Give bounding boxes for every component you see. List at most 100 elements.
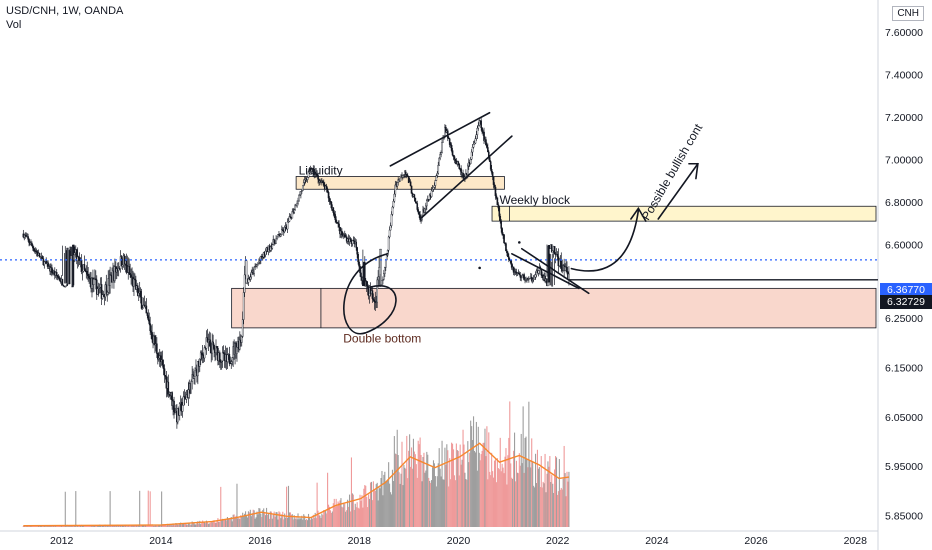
candle-body-230 — [241, 319, 244, 337]
candle-body-158 — [173, 400, 175, 412]
volume-bar-227 — [239, 518, 241, 527]
volume-bar-439 — [441, 440, 443, 527]
volume-bar-431 — [433, 463, 435, 527]
volume-bar-566 — [562, 478, 564, 527]
volume-bar-195 — [208, 523, 210, 527]
volume-bar-288 — [297, 513, 299, 527]
volume-bar-558 — [555, 456, 557, 527]
candle-body-354 — [360, 272, 362, 278]
volume-bar-448 — [450, 479, 452, 527]
volume-bar-95 — [113, 525, 115, 527]
volume-bar-374 — [379, 488, 381, 527]
volume-bar-318 — [326, 513, 328, 527]
volume-bar-316 — [324, 511, 326, 527]
volume-bar-417 — [420, 454, 422, 527]
volume-bar-381 — [386, 481, 388, 527]
volume-bar-234 — [245, 515, 248, 527]
volume-bar-327 — [334, 506, 336, 527]
currency-badge[interactable]: CNH — [892, 6, 924, 21]
candle-body-100 — [117, 267, 120, 271]
candle-body-521 — [519, 274, 522, 278]
candle-body-564 — [560, 261, 563, 268]
volume-bar-371 — [376, 482, 378, 527]
volume-bar-117 — [134, 525, 136, 527]
volume-bar-43 — [63, 525, 65, 527]
volume-bar-167 — [182, 523, 184, 527]
candle-body-372 — [377, 276, 379, 281]
volume-bar-20 — [41, 525, 43, 527]
volume-bar-362 — [368, 494, 370, 527]
volume-bar-280 — [289, 512, 291, 527]
candle-body-461 — [462, 172, 464, 176]
volume-bar-416 — [419, 437, 421, 527]
volume-bar-422 — [425, 470, 427, 527]
volume-bar-163 — [178, 524, 180, 527]
volume-bar-436 — [438, 448, 440, 527]
candle-body-156 — [171, 392, 173, 406]
candle-body-31 — [52, 272, 54, 274]
annotation-liquidity: Liquidity — [299, 163, 343, 177]
volume-bar-349 — [355, 507, 357, 527]
volume-bar-525 — [523, 472, 525, 527]
volume-bar-203 — [216, 521, 218, 527]
volume-bar-216 — [228, 518, 230, 527]
candle-body-491 — [490, 169, 493, 173]
candle-body-428 — [430, 190, 433, 197]
candle-body-302 — [310, 169, 313, 172]
candle-body-411 — [414, 197, 417, 203]
volume-bar-244 — [255, 517, 257, 527]
volume-bar-238 — [249, 509, 251, 527]
candle-body-366 — [371, 290, 374, 299]
candle-body-108 — [125, 260, 128, 266]
candle-body-24 — [45, 261, 48, 265]
candle-body-337 — [343, 234, 346, 238]
candle-body-5 — [27, 236, 29, 240]
volume-bar-554 — [551, 474, 553, 527]
volume-bar-161 — [176, 523, 178, 527]
volume-bar-501 — [500, 471, 502, 527]
volume-bar-136 — [152, 525, 154, 527]
candle-body-410 — [413, 194, 416, 199]
volume-bar-118 — [135, 525, 137, 527]
candle-body-232 — [243, 274, 246, 293]
volume-bar-134 — [150, 525, 152, 527]
candle-body-148 — [163, 368, 166, 376]
volume-bar-202 — [215, 522, 217, 527]
price-tick-5: 6.60000 — [885, 240, 923, 252]
volume-bar-267 — [277, 519, 279, 527]
volume-bar-261 — [271, 518, 273, 527]
volume-bar-491 — [491, 452, 493, 527]
volume-bar-175 — [189, 524, 191, 527]
annotation-double-bottom: Double bottom — [343, 332, 421, 346]
candle-body-206 — [219, 352, 221, 362]
volume-bar-455 — [456, 450, 458, 527]
volume-bar-294 — [303, 514, 305, 527]
candle-body-387 — [391, 206, 394, 215]
volume-bar-82 — [100, 525, 103, 527]
volume-bar-506 — [505, 448, 507, 527]
volume-bar-285 — [294, 518, 296, 527]
candle-body-422 — [425, 205, 427, 210]
volume-bar-409 — [412, 438, 414, 527]
candle-body-126 — [142, 304, 145, 309]
channel-lower-line — [419, 135, 513, 220]
volume-bar-64 — [83, 525, 85, 527]
time-tick-2022: 2022 — [546, 535, 570, 547]
candle-body-208 — [220, 360, 223, 362]
volume-bar-395 — [399, 483, 401, 527]
candle-body-451 — [452, 154, 455, 157]
candle-body-284 — [293, 209, 296, 213]
candle-body-299 — [307, 171, 310, 178]
candle-body-456 — [457, 161, 460, 165]
volume-bar-449 — [451, 442, 453, 527]
volume-bar-551 — [548, 466, 550, 527]
volume-bar-249 — [260, 513, 262, 527]
volume-bar-358 — [364, 485, 366, 527]
volume-bar-303 — [311, 518, 313, 527]
volume-bar-271 — [281, 514, 283, 527]
volume-bar-405 — [409, 434, 411, 527]
candle-body-11 — [33, 247, 35, 251]
volume-bar-158 — [173, 524, 175, 527]
candle-body-214 — [226, 354, 229, 362]
candle-body-321 — [328, 197, 331, 202]
